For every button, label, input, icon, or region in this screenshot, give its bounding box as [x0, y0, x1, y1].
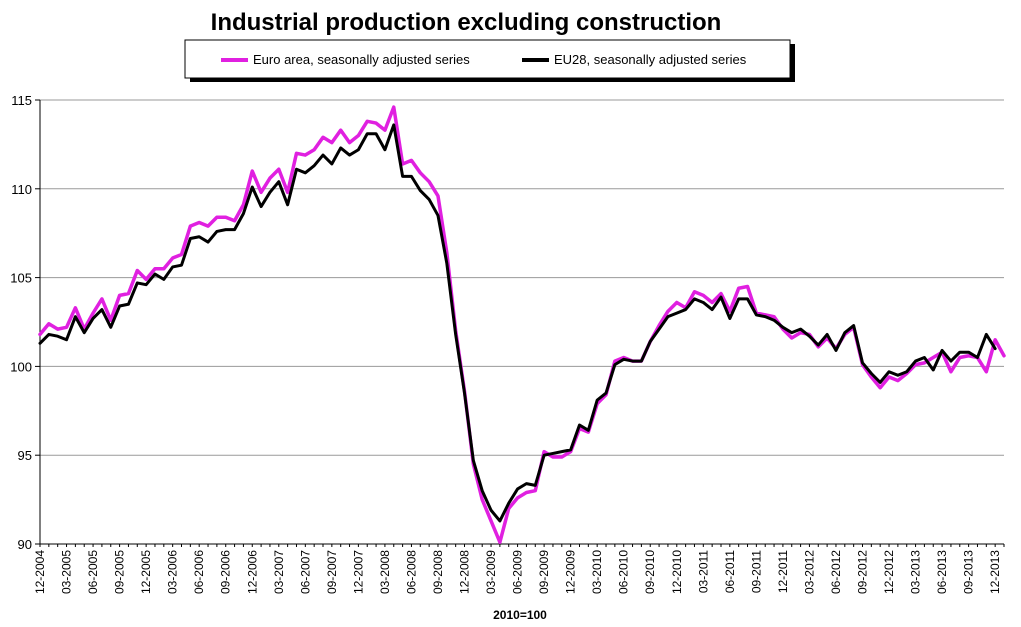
y-tick-labels: 90 95 100 105 110 115	[10, 93, 32, 552]
x-tick-label: 06-2007	[298, 550, 312, 594]
y-tick-label: 115	[11, 93, 32, 108]
legend-label-eu28: EU28, seasonally adjusted series	[554, 52, 747, 67]
x-tick-label: 12-2005	[139, 550, 153, 594]
x-tick-label: 09-2007	[325, 550, 339, 594]
x-tick-label: 03-2006	[166, 550, 180, 594]
y-tick-label: 105	[10, 271, 32, 286]
y-tick-label: 100	[10, 359, 32, 374]
x-tick-label: 06-2011	[723, 550, 737, 593]
x-tick-label: 12-2013	[988, 550, 1002, 594]
x-tick-label: 12-2010	[670, 550, 684, 594]
x-tick-label: 09-2010	[643, 550, 657, 594]
x-tick-label: 09-2009	[537, 550, 551, 594]
x-tick-labels: 12-2004 03-2005 06-2005 09-2005 12-2005 03-20…	[33, 550, 1002, 594]
x-tick-label: 06-2010	[617, 550, 631, 594]
x-tick-label: 06-2008	[404, 550, 418, 594]
x-tick-label: 12-2007	[351, 550, 365, 594]
x-tick-label: 03-2008	[378, 550, 392, 594]
x-tick-label: 12-2011	[776, 550, 790, 593]
x-tick-label: 09-2006	[219, 550, 233, 594]
legend-label-euro-area: Euro area, seasonally adjusted series	[253, 52, 470, 67]
series-lines	[38, 105, 1006, 544]
series-line-euro-area	[38, 105, 1006, 544]
x-tick-label: 09-2005	[113, 550, 127, 594]
axes	[35, 99, 1005, 547]
x-tick-label: 06-2012	[829, 550, 843, 594]
x-tick-label: 03-2011	[696, 550, 710, 593]
x-tick-label: 03-2012	[802, 550, 816, 594]
x-tick-label: 03-2005	[60, 550, 74, 594]
x-tick-label: 12-2004	[33, 550, 47, 594]
chart-title: Industrial production excluding construc…	[211, 9, 722, 36]
x-tick-label: 12-2006	[245, 550, 259, 594]
x-tick-label: 06-2013	[935, 550, 949, 594]
y-tick-label: 95	[18, 448, 32, 463]
x-tick-label: 06-2006	[192, 550, 206, 594]
x-tick-label: 09-2011	[749, 550, 763, 593]
x-axis-label: 2010=100	[493, 608, 547, 622]
x-tick-label: 12-2008	[458, 550, 472, 594]
x-tick-label: 03-2013	[909, 550, 923, 594]
x-tick-label: 06-2005	[86, 550, 100, 594]
x-tick-label: 12-2012	[882, 550, 896, 594]
y-tick-label: 90	[18, 537, 32, 552]
x-tick-label: 09-2008	[431, 550, 445, 594]
series-line-eu28	[38, 123, 997, 523]
legend-box	[184, 39, 791, 79]
x-tick-label: 06-2009	[511, 550, 525, 594]
x-tick-label: 03-2009	[484, 550, 498, 594]
y-tick-label: 110	[11, 182, 32, 197]
x-tick-label: 03-2010	[590, 550, 604, 594]
legend: Euro area, seasonally adjusted series EU…	[184, 39, 795, 82]
gridlines	[40, 99, 1004, 456]
x-tick-label: 03-2007	[272, 550, 286, 594]
x-tick-label: 09-2013	[962, 550, 976, 594]
x-tick-label: 09-2012	[855, 550, 869, 594]
x-tick-label: 12-2009	[564, 550, 578, 594]
